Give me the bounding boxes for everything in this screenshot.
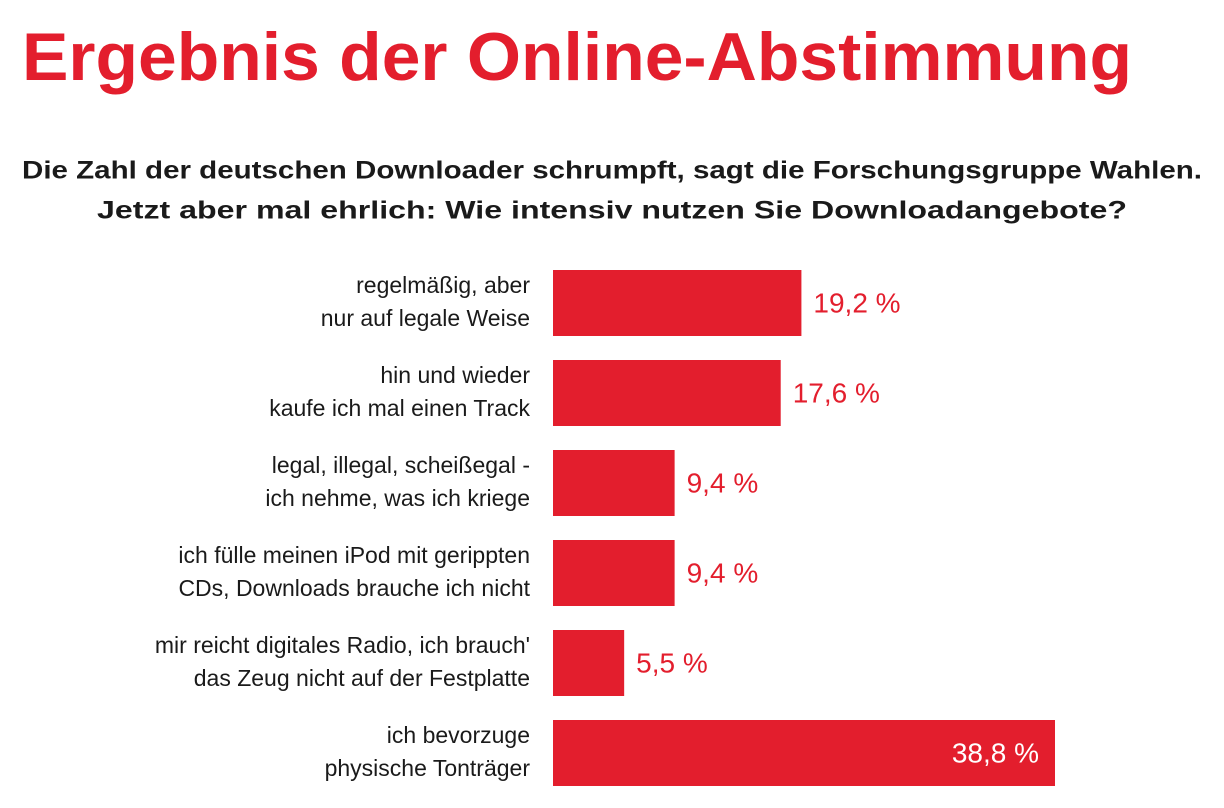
bar (553, 360, 781, 426)
category-label: ich bevorzuge (387, 722, 530, 748)
value-label: 9,4 % (687, 557, 759, 588)
category-label: CDs, Downloads brauche ich nicht (178, 575, 530, 601)
category-label: kaufe ich mal einen Track (269, 395, 530, 421)
bar (553, 720, 1055, 786)
category-label: mir reicht digitales Radio, ich brauch' (155, 632, 530, 658)
category-label: regelmäßig, aber (356, 272, 530, 298)
bar (553, 630, 625, 696)
value-label: 38,8 % (952, 737, 1039, 768)
category-label: ich nehme, was ich kriege (265, 485, 530, 511)
bar (553, 540, 675, 606)
value-label: 17,6 % (793, 377, 880, 408)
category-label: ich fülle meinen iPod mit gerippten (178, 542, 530, 568)
category-label: hin und wieder (380, 362, 530, 388)
bar (553, 450, 675, 516)
chart-subtitle: Jetzt aber mal ehrlich: Wie intensiv nut… (97, 197, 1127, 225)
category-label: physische Tonträger (325, 755, 531, 781)
value-label: 9,4 % (687, 467, 759, 498)
value-label: 19,2 % (813, 287, 900, 318)
chart-subtitle: Die Zahl der deutschen Downloader schrum… (22, 157, 1202, 185)
category-label: legal, illegal, scheißegal - (272, 452, 530, 478)
value-label: 5,5 % (636, 647, 708, 678)
category-label: nur auf legale Weise (321, 305, 530, 331)
bar (553, 270, 802, 336)
chart-title: Ergebnis der Online-Abstimmung (22, 19, 1132, 95)
category-label: das Zeug nicht auf der Festplatte (194, 665, 530, 691)
